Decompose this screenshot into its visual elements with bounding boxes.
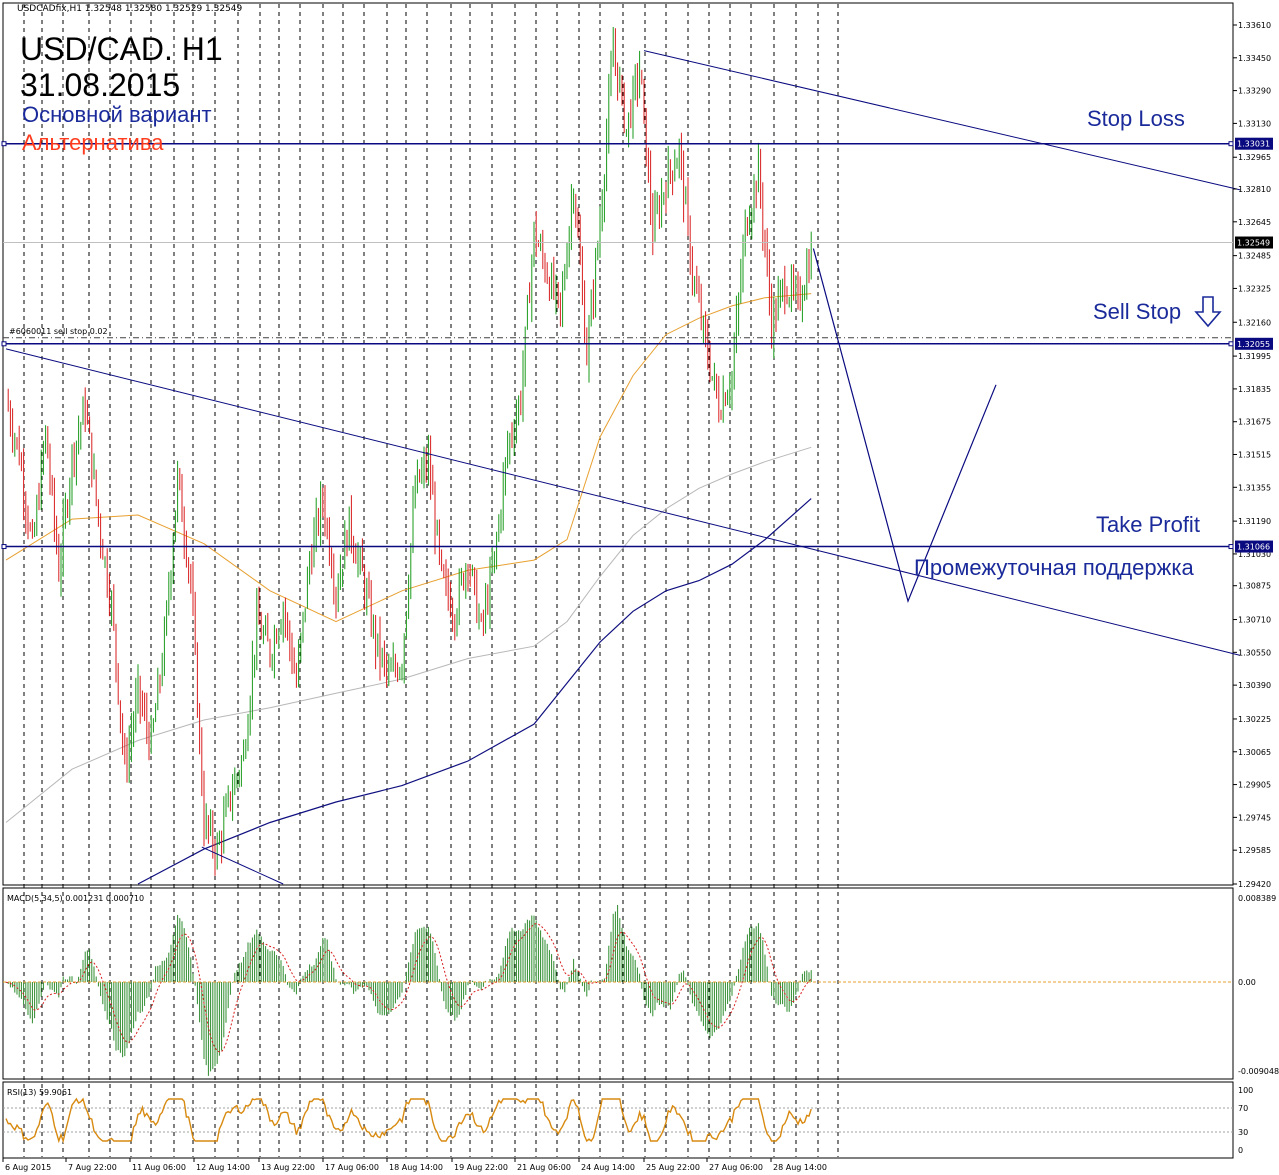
rsi-label: RSI(13) 59.9061 [7,1088,72,1097]
y-tick-label-16: 1.31030 [1238,550,1271,559]
y-tick-label-20: 1.30390 [1238,681,1271,690]
level-handle-left-2 [1,544,7,550]
macd-tick-label-0: 0.008389 [1238,894,1276,903]
trendline-1 [5,348,1241,656]
level-handle-left-1 [1,341,7,347]
macd-signal-line [5,922,812,1053]
price-tag-bg-sell_stop [1235,337,1273,350]
y-tick-label-11: 1.31835 [1238,385,1271,394]
y-tick-label-18: 1.30710 [1238,616,1271,625]
rsi-tick-label-0: 100 [1238,1086,1253,1095]
level-handle-left-0 [1,141,7,147]
level-handle-right-2 [1228,544,1234,550]
rsi-line [3,1097,1233,1144]
y-tick-label-14: 1.31355 [1238,483,1271,492]
moving-averages [5,293,812,885]
y-tick-label-2: 1.33290 [1238,87,1271,96]
price-tag-take_profit: 1.31066 [1237,543,1270,552]
y-tick-label-3: 1.33130 [1238,119,1271,128]
ma-fast-line [5,293,812,623]
candles [7,27,812,876]
price-tag-bg-current [1235,236,1273,249]
stop-loss-label: Stop Loss [1087,106,1185,131]
rsi-tick-label-1: 70 [1238,1104,1248,1113]
price-tag-sell_stop: 1.32055 [1237,340,1270,349]
intermediate-support-label: Промежуточная поддержка [914,555,1194,580]
trendline-2 [201,846,284,885]
level-handle-right-0 [1228,141,1234,147]
main-chart-panel[interactable] [2,2,1234,886]
y-tick-label-26: 1.29420 [1238,880,1271,889]
y-tick-label-5: 1.32810 [1238,185,1271,194]
y-tick-label-9: 1.32160 [1238,318,1271,327]
chart-title: USD/CAD. H1 [20,31,223,67]
down-arrow-icon [1194,296,1222,328]
y-tick-label-15: 1.31190 [1238,517,1271,526]
y-tick-label-22: 1.30065 [1238,748,1271,757]
x-tick-label-7: 19 Aug 22:00 [454,1163,508,1172]
ma-mid-line [5,446,812,823]
symbol-header: USDCADfix,H1 1.32548 1.32580 1.32529 1.3… [17,4,243,14]
macd-histogram [3,905,1233,1076]
x-tick-label-6: 18 Aug 14:00 [389,1163,443,1172]
macd-tick-label-1: 0.00 [1238,978,1256,987]
y-tick-label-0: 1.33610 [1238,21,1271,30]
price-axis: 1.33610 1.33450 1.33290 1.33130 1.32965 1.328… [1233,21,1279,1155]
alternative-label: Альтернатива [22,130,164,155]
chart-date: 31.08.2015 [20,67,180,103]
y-tick-label-12: 1.31675 [1238,418,1271,427]
y-tick-label-23: 1.29905 [1238,781,1271,790]
price-tag-stop_loss: 1.33031 [1237,140,1270,149]
rsi-tick-label-2: 30 [1238,1128,1248,1137]
x-tick-label-4: 13 Aug 22:00 [261,1163,315,1172]
sell-stop-label: Sell Stop [1093,299,1181,324]
forecast-path [812,248,997,603]
grid-lines [23,4,839,1157]
y-tick-label-13: 1.31515 [1238,451,1271,460]
y-tick-label-6: 1.32645 [1238,218,1271,227]
x-tick-label-1: 7 Aug 22:00 [68,1163,117,1172]
x-tick-label-0: 6 Aug 2015 [5,1163,51,1172]
y-tick-label-10: 1.31995 [1238,352,1271,361]
macd-tick-label-2: -0.009048 [1238,1067,1279,1076]
macd-label: MACD(5,34,5) 0.001231 0.000710 [7,894,144,903]
y-tick-label-8: 1.32325 [1238,284,1271,293]
ma-slow-line [137,498,812,885]
time-axis: 6 Aug 2015 7 Aug 22:00 11 Aug 06:00 12 Aug … [2,1158,827,1172]
level-handle-right-1 [1228,341,1234,347]
x-tick-label-5: 17 Aug 06:00 [325,1163,379,1172]
y-tick-label-25: 1.29585 [1238,846,1271,855]
y-tick-label-21: 1.30225 [1238,715,1271,724]
price-tag-bg-take_profit [1235,540,1273,553]
y-tick-label-17: 1.30875 [1238,582,1271,591]
rsi-tick-label-3: 0 [1238,1146,1243,1155]
trendline-0 [643,50,1241,191]
rsi-panel[interactable] [2,1081,1234,1159]
x-tick-label-12: 28 Aug 14:00 [773,1163,827,1172]
take-profit-label: Take Profit [1096,512,1200,537]
y-tick-label-4: 1.32965 [1238,153,1271,162]
price-tag-bg-stop_loss [1235,137,1273,150]
x-tick-label-11: 27 Aug 06:00 [709,1163,763,1172]
x-tick-label-8: 21 Aug 06:00 [517,1163,571,1172]
y-tick-label-1: 1.33450 [1238,54,1271,63]
rsi-series [5,1097,812,1144]
x-tick-label-10: 25 Aug 22:00 [646,1163,700,1172]
main-variant-label: Основной вариант [22,102,212,127]
x-tick-label-9: 24 Aug 14:00 [581,1163,635,1172]
level-lines [1,50,1241,885]
y-tick-label-24: 1.29745 [1238,813,1271,822]
price-tag-current: 1.32549 [1237,239,1270,248]
pending-order-label: #6060011 sell stop 0.02 [9,327,108,336]
y-tick-label-7: 1.32485 [1238,252,1271,261]
x-tick-label-3: 12 Aug 14:00 [196,1163,250,1172]
y-tick-label-19: 1.30550 [1238,648,1271,657]
x-tick-label-2: 11 Aug 06:00 [132,1163,186,1172]
